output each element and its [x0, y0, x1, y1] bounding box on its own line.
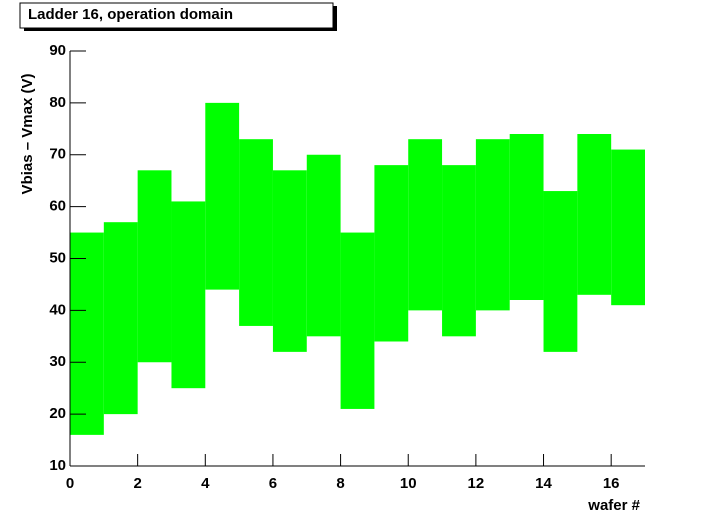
range-bar — [306, 154, 341, 337]
x-tick-label: 6 — [269, 475, 277, 492]
y-tick-label: 80 — [49, 94, 66, 111]
range-bar — [272, 170, 307, 352]
x-tick-label: 10 — [400, 475, 417, 492]
range-bar — [374, 165, 409, 342]
x-tick-label: 8 — [336, 475, 344, 492]
y-tick-label: 60 — [49, 198, 66, 215]
range-bar — [70, 232, 104, 435]
x-tick-label: 14 — [535, 475, 552, 492]
range-bar — [103, 222, 138, 415]
title-box — [19, 2, 334, 29]
x-tick-label: 4 — [201, 475, 210, 492]
range-bar — [137, 170, 172, 363]
range-bar — [543, 191, 578, 352]
y-axis-label: Vbias – Vmax (V) — [19, 74, 36, 195]
range-bar — [442, 165, 476, 337]
x-tick-label: 12 — [468, 475, 485, 492]
range-bar — [239, 139, 273, 326]
range-bar — [340, 232, 375, 409]
y-tick-label: 30 — [49, 353, 66, 370]
y-tick-label: 70 — [49, 146, 66, 163]
range-bar — [205, 102, 240, 290]
range-bar — [408, 139, 443, 311]
x-tick-label: 16 — [603, 475, 620, 492]
range-bar — [171, 201, 206, 389]
y-tick-label: 40 — [49, 301, 66, 318]
x-axis-label: wafer # — [587, 497, 640, 514]
chart-title: Ladder 16, operation domain — [28, 6, 233, 23]
range-bar — [475, 139, 510, 311]
x-tick-label: 0 — [66, 475, 74, 492]
range-bar — [509, 134, 544, 300]
y-tick-label: 90 — [49, 42, 66, 59]
range-bar — [577, 134, 612, 295]
y-tick-label: 20 — [49, 405, 66, 422]
range-bar — [611, 149, 645, 306]
x-tick-label: 2 — [133, 475, 141, 492]
y-tick-label: 10 — [49, 457, 66, 474]
y-tick-label: 50 — [49, 249, 66, 266]
